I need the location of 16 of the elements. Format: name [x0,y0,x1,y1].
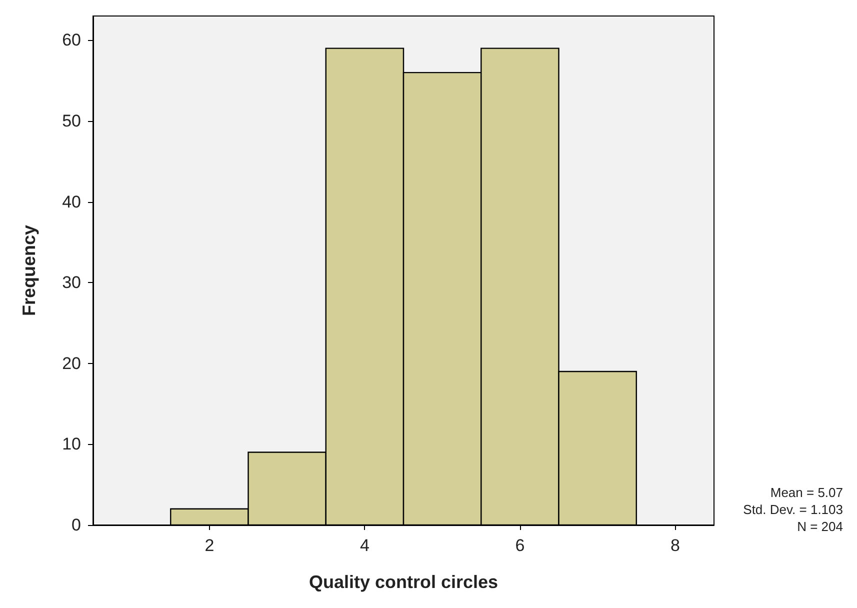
y-tick-label: 20 [62,354,81,373]
y-tick-label: 60 [62,30,81,50]
x-tick-label: 6 [515,536,525,555]
y-tick-label: 10 [62,434,81,454]
x-tick-label: 8 [670,536,680,555]
text: N = 204 [797,519,844,534]
text: Mean = 5.07 [770,485,844,500]
text: Std. Dev. = 1.103 [743,502,844,517]
y-axis-title: Frequency [19,224,39,316]
y-tick-label: 40 [62,192,81,212]
y-tick-label: 0 [72,516,81,534]
x-tick-label: 4 [360,536,370,555]
x-tick-label: 2 [204,536,214,555]
y-tick-label: 50 [62,112,81,131]
x-axis-title: Quality control circles [308,572,498,592]
y-tick-label: 30 [62,273,81,292]
